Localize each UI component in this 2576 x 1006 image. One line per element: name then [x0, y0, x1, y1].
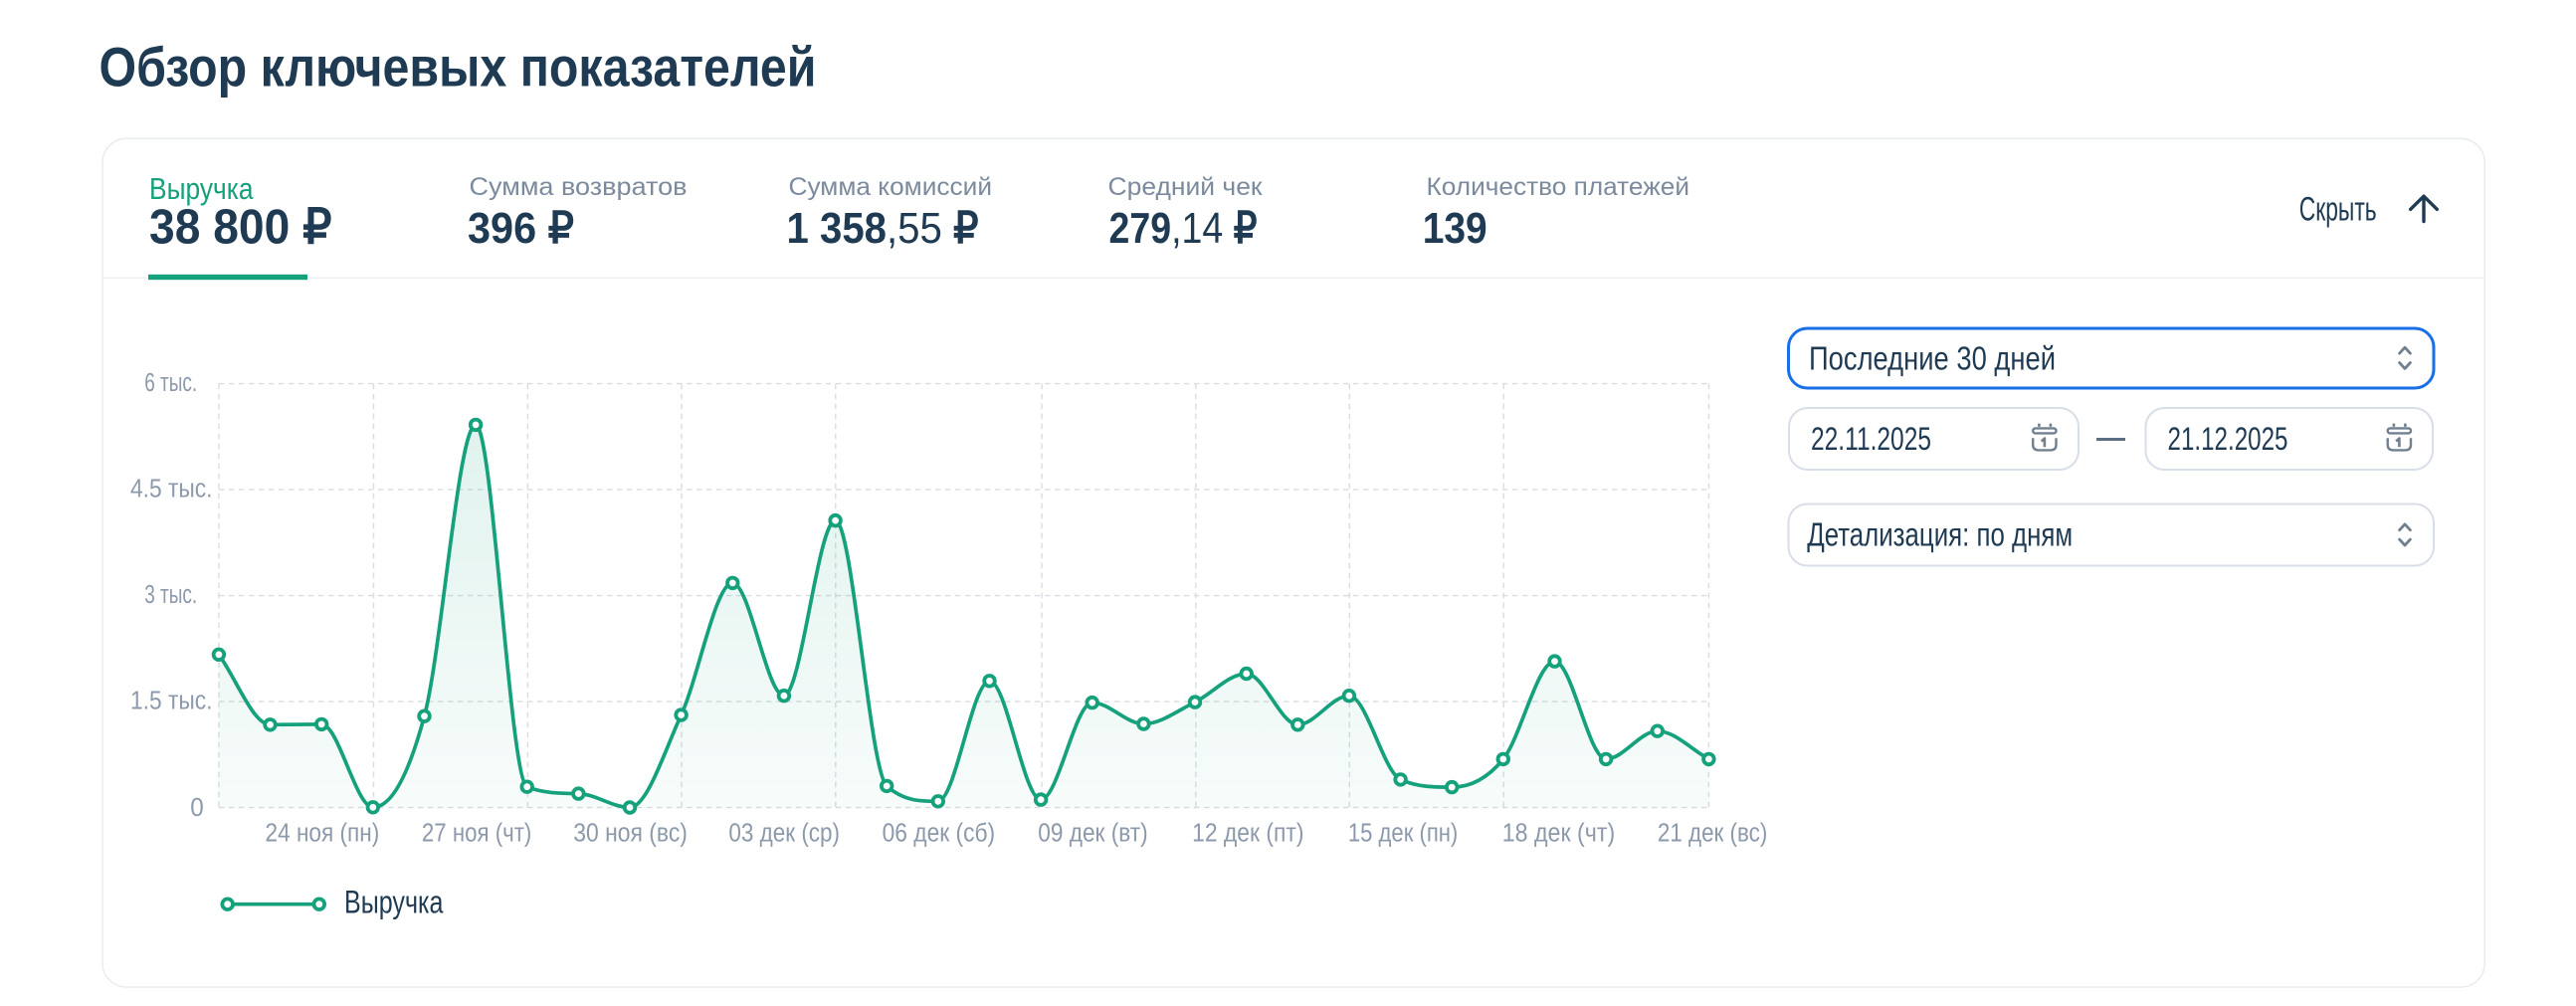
svg-text:15 дек (пн): 15 дек (пн)	[1348, 817, 1458, 847]
svg-text:6 тыс.: 6 тыс.	[144, 369, 197, 397]
svg-text:21.12.2025: 21.12.2025	[2168, 421, 2288, 457]
svg-text:4.5 тыс.: 4.5 тыс.	[130, 476, 213, 503]
svg-text:3 тыс.: 3 тыс.	[144, 581, 197, 609]
svg-text:Сумма возвратов: Сумма возвратов	[470, 173, 688, 201]
svg-text:Детализация: по дням: Детализация: по дням	[1807, 515, 2073, 552]
svg-text:279,14 ₽: 279,14 ₽	[1109, 204, 1258, 253]
svg-text:18 дек (чт): 18 дек (чт)	[1502, 817, 1616, 847]
svg-text:139: 139	[1423, 204, 1487, 253]
svg-text:Выручка: Выручка	[149, 171, 254, 206]
svg-text:396 ₽: 396 ₽	[468, 204, 574, 253]
svg-text:Обзор ключевых показателей: Обзор ключевых показателей	[99, 36, 817, 99]
svg-text:1.5 тыс.: 1.5 тыс.	[130, 688, 213, 715]
svg-text:06 дек (сб): 06 дек (сб)	[883, 817, 996, 847]
svg-text:Сумма комиссий: Сумма комиссий	[789, 173, 993, 201]
svg-text:21 дек (вс): 21 дек (вс)	[1658, 817, 1767, 847]
svg-text:Выручка: Выручка	[344, 884, 444, 919]
svg-text:22.11.2025: 22.11.2025	[1811, 421, 1931, 457]
svg-text:12 дек (пт): 12 дек (пт)	[1192, 817, 1303, 847]
svg-text:Количество платежей: Количество платежей	[1427, 173, 1690, 201]
svg-text:Последние 30 дней: Последние 30 дней	[1809, 339, 2056, 376]
svg-text:Скрыть: Скрыть	[2299, 191, 2377, 229]
svg-text:30 ноя (вс): 30 ноя (вс)	[573, 817, 688, 847]
svg-text:03 дек (ср): 03 дек (ср)	[728, 817, 840, 847]
svg-text:1 358,55 ₽: 1 358,55 ₽	[787, 204, 979, 253]
svg-text:09 дек (вт): 09 дек (вт)	[1038, 817, 1147, 847]
svg-text:27 ноя (чт): 27 ноя (чт)	[422, 817, 531, 847]
svg-text:Средний чек: Средний чек	[1108, 173, 1264, 201]
svg-text:24 ноя (пн): 24 ноя (пн)	[266, 817, 380, 847]
svg-text:38 800 ₽: 38 800 ₽	[149, 201, 332, 255]
svg-text:0: 0	[190, 794, 204, 822]
